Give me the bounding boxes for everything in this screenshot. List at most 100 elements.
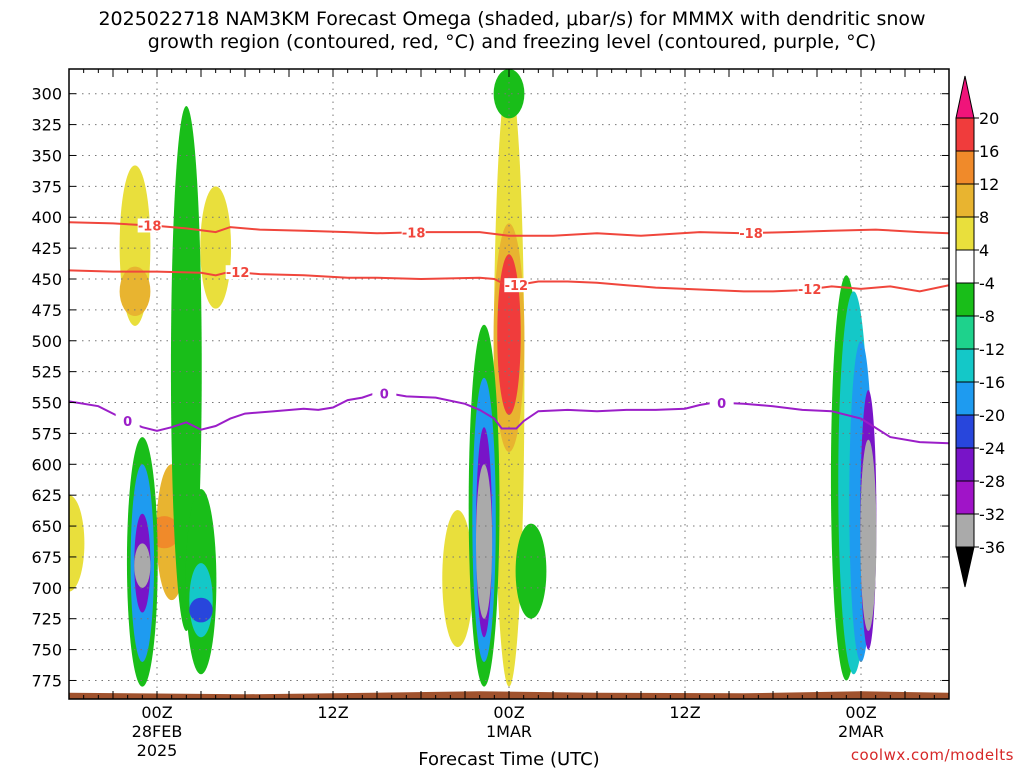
y-tick-label: 700 (31, 579, 62, 598)
omega-cell (69, 495, 85, 592)
colorbar-bin (955, 447, 975, 482)
colorbar-label: 20 (979, 109, 999, 128)
y-tick-label: 675 (31, 548, 62, 567)
x-tick-label: 12Z (669, 703, 700, 722)
contour-label: -12 (226, 266, 250, 281)
colorbar-label: 8 (979, 208, 989, 227)
y-tick-label: 750 (31, 641, 62, 660)
colorbar-under-triangle (955, 546, 975, 588)
contour-label: -18 (739, 227, 763, 242)
colorbar-bin (955, 315, 975, 350)
credit-text: coolwx.com/modelts (850, 746, 1014, 764)
colorbar-label: -16 (979, 373, 1005, 392)
colorbar: 20 16 12 8 4 -4 -8 -12 -16 -20 -24 -28 -32 -36 (955, 75, 1005, 588)
y-tick-label: 300 (31, 85, 62, 104)
contour-label-bg (137, 218, 162, 233)
colorbar-bin (955, 183, 975, 218)
colorbar-over-triangle (955, 75, 975, 119)
contour-label-bg (797, 282, 822, 297)
colorbar-label: -36 (979, 538, 1005, 557)
omega-cell (189, 597, 213, 623)
x-tick-label: 00Z (845, 703, 876, 722)
colorbar-bin (955, 381, 975, 416)
y-tick-label: 350 (31, 146, 62, 165)
y-tick-label: 600 (31, 455, 62, 474)
y-tick-label: 450 (31, 270, 62, 289)
colorbar-bin (955, 282, 975, 317)
omega-cell (476, 464, 493, 619)
chart-title-line-1: 2025022718 NAM3KM Forecast Omega (shaded… (98, 8, 926, 30)
x-tick-label: 12Z (317, 703, 348, 722)
omega-cell (493, 69, 525, 119)
colorbar-label: 4 (979, 241, 989, 260)
omega-cell (497, 254, 521, 415)
colorbar-bin (955, 249, 975, 284)
contour-label: 0 (123, 415, 132, 430)
y-tick-label: 375 (31, 177, 62, 196)
x-tick-label: 00Z (493, 703, 524, 722)
x-tick-date: 1MAR (486, 722, 532, 741)
contour-label-bg (115, 414, 140, 429)
y-tick-label: 475 (31, 301, 62, 320)
omega-cell (442, 510, 474, 648)
colorbar-label: -32 (979, 505, 1005, 524)
colorbar-label: -12 (979, 340, 1005, 359)
plot-area: -18 -18 -18 -12 -12 -12 0 0 0 (69, 69, 949, 699)
chart-title-line-2: growth region (contoured, red, °C) and f… (147, 31, 877, 53)
contour-label-bg (739, 226, 763, 241)
contour-line (69, 221, 949, 237)
contour-line (69, 391, 949, 445)
x-tick-year: 2025 (137, 741, 178, 760)
colorbar-bin (955, 348, 975, 383)
colorbar-label: 16 (979, 142, 999, 161)
y-axis: 300 325 350 375 400 425 450 475 500 525 550 575 600 6… (31, 85, 949, 690)
contour-label-bg (225, 265, 250, 280)
contour-label: -12 (505, 279, 529, 294)
colorbar-label: -8 (979, 307, 995, 326)
grid (69, 69, 949, 699)
colorbar-bin (955, 117, 975, 152)
y-tick-label: 725 (31, 610, 62, 629)
omega-cell (119, 266, 151, 317)
colorbar-bin (955, 480, 975, 515)
x-tick-date: 28FEB (132, 722, 183, 741)
omega-cell (200, 186, 232, 309)
y-tick-label: 400 (31, 208, 62, 227)
colorbar-label: 12 (979, 175, 999, 194)
colorbar-bin (955, 216, 975, 251)
colorbar-bin (955, 513, 975, 548)
colorbar-label: -20 (979, 406, 1005, 425)
contour-label-bg (504, 278, 529, 293)
contour-label: -18 (402, 226, 426, 241)
colorbar-bin (955, 150, 975, 185)
omega-cell (134, 543, 151, 588)
colorbar-label: -24 (979, 439, 1005, 458)
contour-label: 0 (380, 387, 389, 402)
x-axis-label: Forecast Time (UTC) (418, 749, 599, 768)
y-tick-label: 550 (31, 394, 62, 413)
contour-label: 0 (717, 397, 726, 412)
contour-label: -18 (138, 219, 162, 234)
omega-shading (69, 69, 877, 687)
omega-cell (515, 523, 547, 619)
contour-label: -12 (798, 283, 822, 298)
omega-cell (860, 439, 877, 632)
x-tick-label: 00Z (141, 703, 172, 722)
contours: -18 -18 -18 -12 -12 -12 0 0 0 (69, 218, 949, 445)
contour-label-bg (709, 395, 734, 410)
contour-label-bg (401, 225, 426, 240)
colorbar-label: -28 (979, 472, 1005, 491)
y-tick-label: 575 (31, 424, 62, 443)
contour-label-bg (372, 386, 397, 401)
y-tick-label: 325 (31, 116, 62, 135)
y-tick-label: 775 (31, 671, 62, 690)
colorbar-label: -4 (979, 274, 995, 293)
y-tick-label: 425 (31, 239, 62, 258)
y-tick-label: 650 (31, 517, 62, 536)
y-tick-label: 525 (31, 363, 62, 382)
y-tick-label: 500 (31, 332, 62, 351)
x-tick-date: 2MAR (838, 722, 884, 741)
y-tick-label: 625 (31, 486, 62, 505)
